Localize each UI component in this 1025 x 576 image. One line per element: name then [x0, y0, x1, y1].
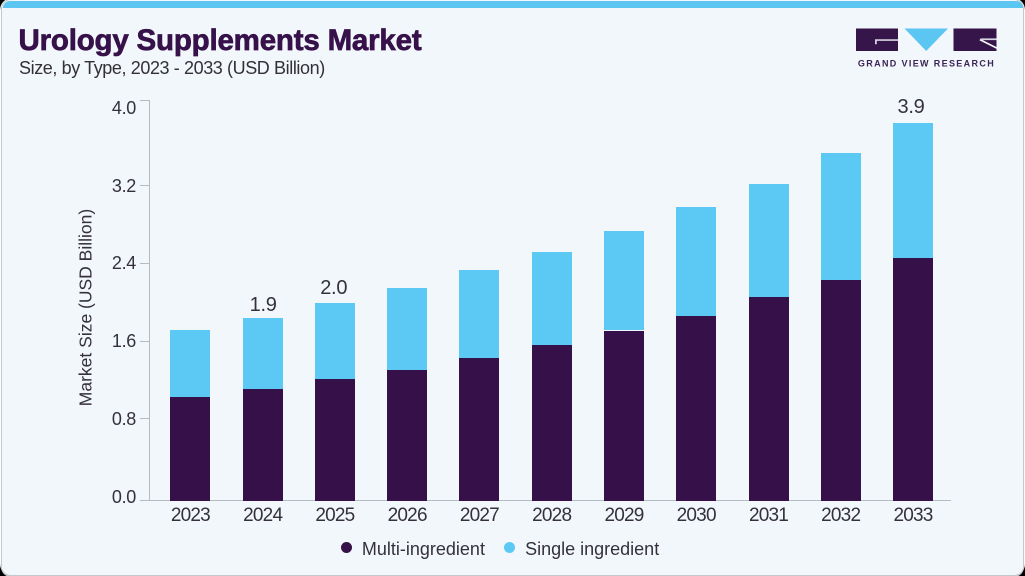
svg-text:GRAND VIEW RESEARCH: GRAND VIEW RESEARCH — [858, 58, 995, 68]
